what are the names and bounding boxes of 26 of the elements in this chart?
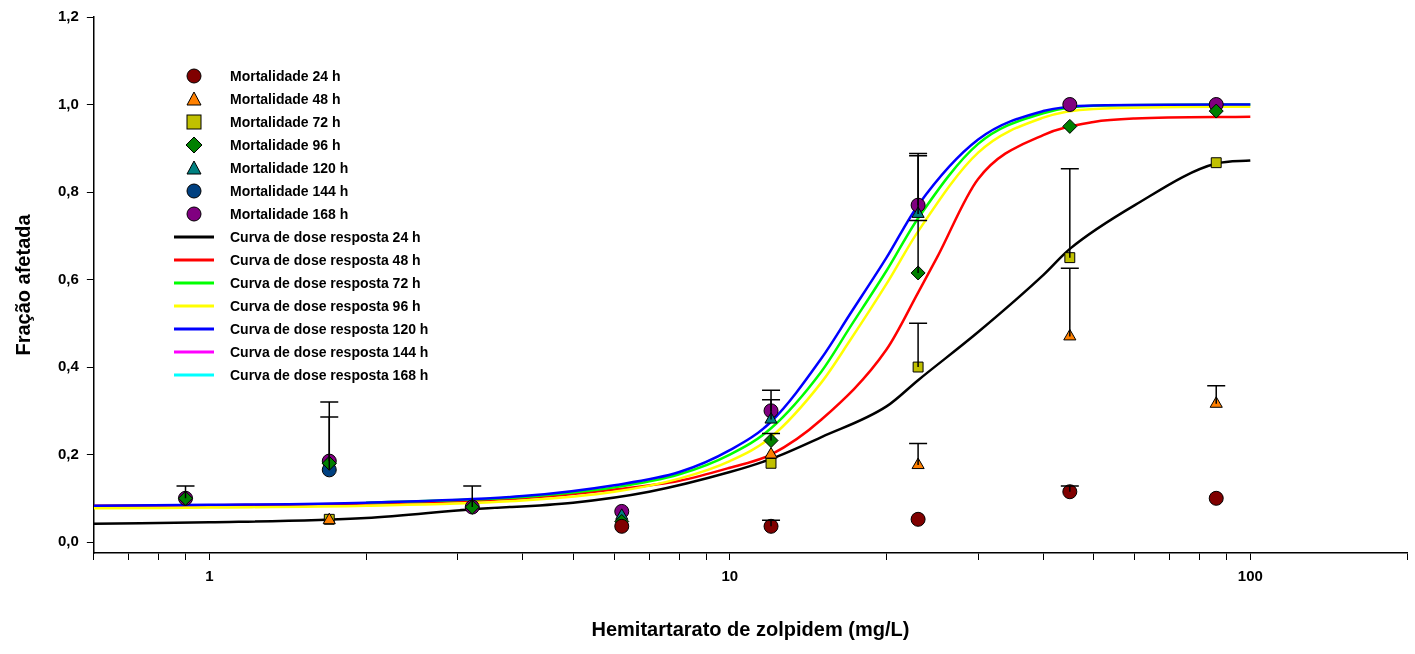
- y-tick-label: 0,4: [57, 357, 80, 375]
- y-tick-label: 0,6: [57, 269, 79, 287]
- legend-label: Mortalidade 144 h: [230, 182, 349, 199]
- legend-label: Curva de dose resposta 144 h: [230, 343, 429, 360]
- y-tick-label: 1,2: [57, 7, 79, 25]
- legend-label: Mortalidade 168 h: [230, 205, 349, 222]
- y-tick-label: 1,0: [57, 94, 79, 112]
- legend-label: Mortalidade 120 h: [230, 159, 349, 176]
- legend-label: Curva de dose resposta 168 h: [230, 366, 429, 383]
- y-tick-label: 0,2: [57, 444, 79, 462]
- legend-label: Mortalidade 24 h: [230, 67, 341, 84]
- legend-label: Mortalidade 48 h: [230, 90, 341, 107]
- legend-label: Mortalidade 72 h: [230, 113, 341, 130]
- x-tick-label: 10: [721, 567, 739, 585]
- y-tick-label: 0,8: [57, 182, 79, 200]
- legend-label: Curva de dose resposta 24 h: [230, 228, 421, 245]
- legend-label: Curva de dose resposta 72 h: [230, 274, 421, 291]
- legend-label: Mortalidade 96 h: [230, 136, 341, 153]
- x-axis-title: Hemitartarato de zolpidem (mg/L): [591, 617, 910, 640]
- x-tick-label: 100: [1237, 567, 1263, 585]
- legend-label: Curva de dose resposta 120 h: [230, 320, 429, 337]
- legend-label: Curva de dose resposta 96 h: [230, 297, 421, 314]
- x-tick-label: 1: [205, 567, 214, 585]
- legend-label: Curva de dose resposta 48 h: [230, 251, 421, 268]
- y-axis-title: Fração afetada: [11, 213, 34, 356]
- y-tick-label: 0,0: [57, 532, 79, 550]
